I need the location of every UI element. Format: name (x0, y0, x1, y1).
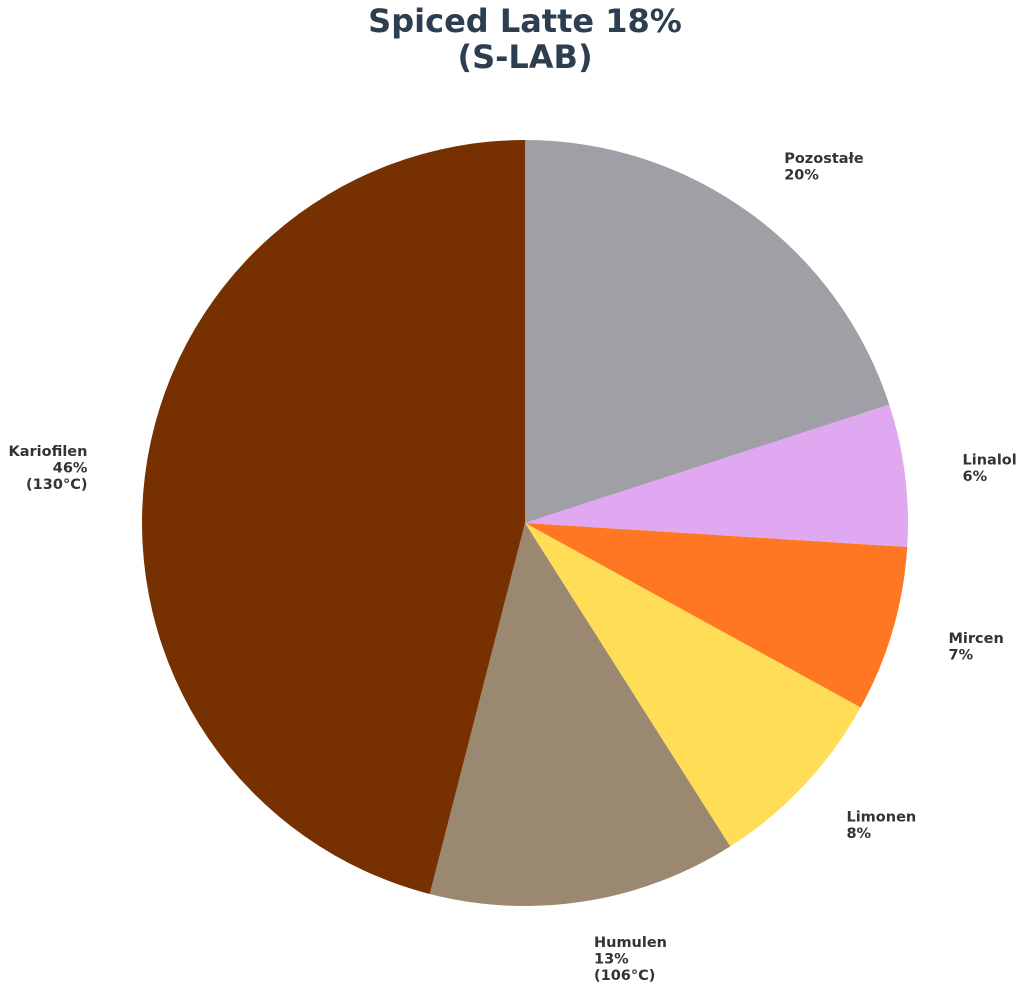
pie-slice (429, 523, 731, 906)
slice-label: Linalol 6% (963, 452, 1017, 485)
label-line: Linalol (963, 452, 1017, 468)
slice-label: Kariofilen 46% (130°C) (8, 444, 87, 493)
slice-label: Limonen 8% (846, 810, 916, 843)
label-line: Pozostałe (784, 151, 864, 167)
pie-slice (525, 523, 861, 847)
label-line: 8% (846, 826, 871, 842)
pie-slice (142, 140, 525, 894)
pie-slice (525, 404, 908, 548)
slice-label: Humulen 13% (106°C) (594, 935, 667, 984)
label-line: 20% (784, 167, 819, 183)
pie-slice (525, 523, 908, 708)
label-line: 7% (948, 647, 973, 663)
label-line: 46% (53, 461, 88, 477)
label-line: Limonen (846, 810, 916, 826)
label-line: Mircen (948, 631, 1003, 647)
label-line: Kariofilen (8, 444, 87, 460)
pie-slice (525, 140, 890, 523)
chart-title: Spiced Latte 18% (368, 2, 682, 40)
label-line: (130°C) (26, 477, 87, 493)
label-line: Humulen (594, 935, 667, 951)
label-line: 6% (963, 469, 988, 485)
chart-subtitle: (S-LAB) (457, 38, 592, 76)
slice-label: Mircen 7% (948, 631, 1003, 664)
slice-label: Pozostałe 20% (784, 151, 864, 184)
label-line: (106°C) (594, 968, 655, 984)
label-line: 13% (594, 952, 629, 968)
